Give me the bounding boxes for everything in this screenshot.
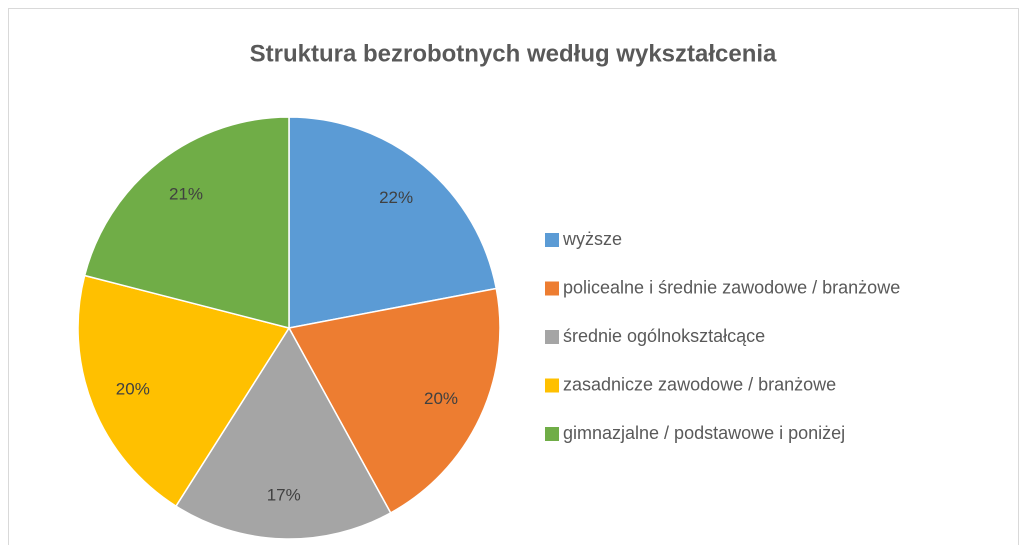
data-label: 21%	[169, 185, 203, 204]
pie-slice	[77, 274, 291, 508]
chart-title: Struktura bezrobotnych według wykształce…	[250, 40, 777, 67]
pie-slice	[174, 326, 392, 540]
pie-slice	[287, 287, 501, 514]
legend-label: gimnazjalne / podstawowe i poniżej	[563, 423, 845, 443]
legend-label: wyższe	[562, 229, 622, 249]
data-label: 17%	[267, 485, 301, 504]
legend-swatch	[545, 233, 559, 247]
data-label: 22%	[379, 188, 413, 207]
pie-slice	[83, 116, 290, 329]
data-label: 20%	[424, 389, 458, 408]
legend-swatch	[545, 330, 559, 344]
legend-swatch	[545, 378, 559, 393]
data-label: 20%	[116, 379, 150, 398]
legend-label: zasadnicze zawodowe / branżowe	[563, 374, 836, 394]
legend-swatch	[545, 281, 559, 296]
legend-label: średnie ogólnokształcące	[563, 326, 765, 346]
legend-label: policealne i średnie zawodowe / branżowe	[563, 277, 900, 297]
legend-swatch	[545, 427, 559, 441]
pie-slice	[288, 116, 498, 329]
